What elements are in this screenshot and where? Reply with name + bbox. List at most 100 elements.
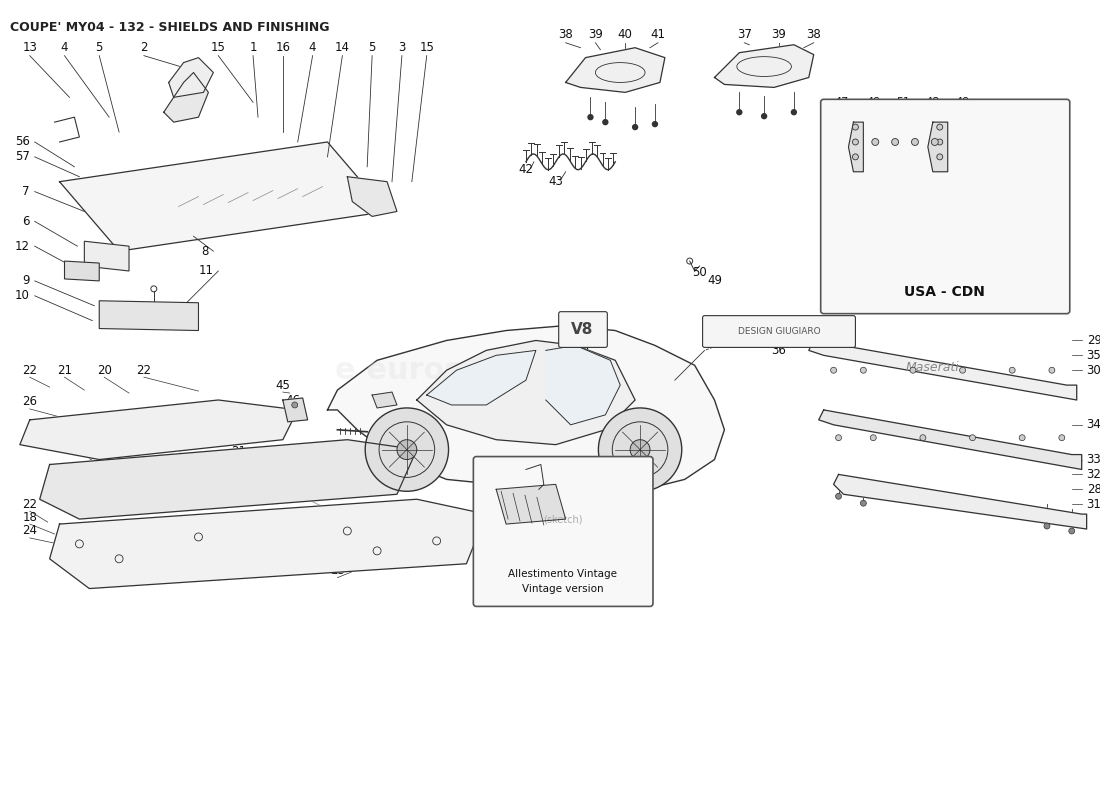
Circle shape [969,434,976,441]
Text: 39: 39 [588,28,603,42]
Polygon shape [818,410,1081,470]
Circle shape [1044,523,1049,529]
Text: 36: 36 [771,344,786,357]
Text: 14: 14 [334,42,350,54]
Circle shape [598,408,682,491]
Circle shape [937,139,943,145]
Polygon shape [99,301,198,330]
Polygon shape [372,392,397,408]
Text: 28: 28 [1087,483,1100,496]
Text: 57: 57 [15,150,30,163]
Text: 8: 8 [201,245,208,258]
Polygon shape [40,440,417,519]
Text: 43: 43 [548,175,563,188]
Text: 40: 40 [618,28,632,42]
Text: 22: 22 [136,364,152,377]
Circle shape [852,124,858,130]
Text: 55: 55 [548,540,563,554]
Text: 1: 1 [250,42,256,54]
Text: 13: 13 [22,42,37,54]
Text: 37: 37 [737,28,751,42]
Circle shape [920,434,926,441]
Polygon shape [565,48,664,92]
Circle shape [632,125,638,130]
Text: 31: 31 [1087,498,1100,510]
Text: 16: 16 [275,42,290,54]
Text: 4: 4 [60,42,68,54]
Text: Vintage version: Vintage version [521,583,604,594]
Text: 20: 20 [97,364,111,377]
Text: 51: 51 [896,98,910,107]
Text: 42: 42 [518,163,534,176]
Text: 7: 7 [22,185,30,198]
Text: 46: 46 [285,394,300,406]
Polygon shape [427,350,536,405]
Text: 19: 19 [379,433,395,446]
Circle shape [860,500,867,506]
Text: 17: 17 [211,567,226,580]
Text: 22: 22 [22,498,37,510]
Circle shape [892,138,899,146]
Circle shape [365,408,449,491]
Circle shape [937,154,943,160]
Circle shape [1049,367,1055,374]
Polygon shape [85,242,129,271]
Circle shape [630,440,650,459]
Text: COUPE' MY04 - 132 - SHIELDS AND FINISHING: COUPE' MY04 - 132 - SHIELDS AND FINISHIN… [10,21,329,34]
Text: 9: 9 [22,274,30,287]
Text: 45: 45 [275,378,290,392]
Text: 30: 30 [1087,364,1100,377]
Circle shape [1069,528,1075,534]
Circle shape [836,434,842,441]
Polygon shape [348,177,397,217]
FancyBboxPatch shape [703,316,856,347]
Circle shape [737,110,741,114]
Circle shape [912,138,918,146]
Polygon shape [546,346,620,425]
Text: 22: 22 [32,433,47,446]
Text: 23: 23 [330,564,344,577]
Text: 56: 56 [15,135,30,149]
Circle shape [830,367,837,374]
Text: 5: 5 [368,42,376,54]
Text: 34: 34 [1087,418,1100,431]
Text: 38: 38 [806,28,821,42]
Text: 44: 44 [575,344,590,357]
Circle shape [870,434,877,441]
Circle shape [932,138,938,146]
Text: 10: 10 [15,290,30,302]
Text: DESIGN GIUGIARO: DESIGN GIUGIARO [738,327,821,336]
Polygon shape [283,398,308,422]
FancyBboxPatch shape [559,312,607,347]
Text: 50: 50 [826,166,840,177]
Polygon shape [65,261,99,281]
Text: (sketch): (sketch) [543,514,582,524]
Polygon shape [20,400,298,459]
Circle shape [588,114,593,120]
Text: 50: 50 [692,266,707,279]
Text: 29: 29 [1087,334,1100,347]
Circle shape [1020,434,1025,441]
Circle shape [937,124,943,130]
Circle shape [959,367,966,374]
Circle shape [852,139,858,145]
Circle shape [836,494,842,499]
Circle shape [652,122,658,126]
Text: 18: 18 [22,510,37,523]
Text: 22: 22 [22,364,37,377]
Text: 26: 26 [22,395,37,409]
Text: 41: 41 [650,28,666,42]
Circle shape [761,114,767,118]
Text: 15: 15 [419,42,435,54]
Text: e eurospares: e eurospares [334,356,559,385]
Circle shape [791,110,796,114]
Polygon shape [168,58,213,98]
Text: 48: 48 [926,98,939,107]
Text: 35: 35 [1087,349,1100,362]
Text: Maserati: Maserati [906,361,959,374]
Text: 33: 33 [1087,453,1100,466]
FancyBboxPatch shape [821,99,1070,314]
Circle shape [603,120,608,125]
Circle shape [852,154,858,160]
Text: 12: 12 [14,240,30,253]
